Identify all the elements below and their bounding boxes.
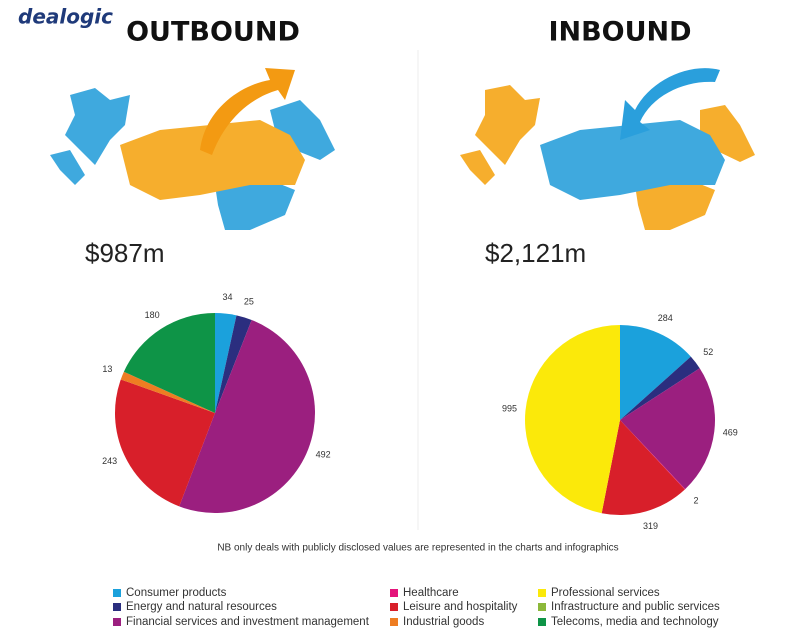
total: $2,121m xyxy=(485,238,586,268)
legend-label: Telecoms, media and technology xyxy=(551,616,719,628)
data-label: 180 xyxy=(145,310,160,320)
chart-title: OUTBOUND xyxy=(126,17,300,48)
legend-swatch xyxy=(390,603,398,611)
data-label: 492 xyxy=(316,449,331,459)
total: $987m xyxy=(85,238,165,268)
legend-label: Leisure and hospitality xyxy=(403,601,518,613)
pie-slice xyxy=(524,325,620,514)
pie-slice xyxy=(115,379,215,507)
data-label: 469 xyxy=(723,428,738,438)
legend-swatch xyxy=(113,618,121,626)
data-label: 319 xyxy=(643,521,658,531)
map xyxy=(460,68,755,230)
note: NB only deals with publicly disclosed va… xyxy=(217,543,618,554)
legend-label: Financial services and investment manage… xyxy=(126,616,370,628)
legend-label: Professional services xyxy=(551,587,660,599)
pie-slice xyxy=(620,368,715,490)
data-label: 2 xyxy=(693,495,698,505)
pie-slice xyxy=(620,356,700,420)
legend-label: Industrial goods xyxy=(403,616,484,628)
legend-swatch xyxy=(538,589,546,597)
pie-slice xyxy=(620,420,686,490)
legend-label: Healthcare xyxy=(403,587,459,599)
pie-slice xyxy=(215,315,252,413)
pie-slice xyxy=(601,420,685,515)
legend-label: Consumer products xyxy=(126,587,227,599)
pie-slice xyxy=(179,319,315,513)
data-label: 52 xyxy=(703,347,713,357)
data-label: 34 xyxy=(223,292,233,302)
legend-label: Energy and natural resources xyxy=(126,601,277,613)
pie-slice xyxy=(620,325,691,420)
legend-swatch xyxy=(113,603,121,611)
pie-slice xyxy=(120,371,215,413)
pie-slice xyxy=(123,313,215,413)
data-label: 13 xyxy=(102,364,112,374)
data-label: 284 xyxy=(658,313,673,323)
legend-swatch xyxy=(113,589,121,597)
legend-swatch xyxy=(538,618,546,626)
data-label: 243 xyxy=(102,456,117,466)
legend-swatch xyxy=(390,618,398,626)
map xyxy=(50,68,335,230)
data-label: 25 xyxy=(244,296,254,306)
pie-slice xyxy=(215,313,237,413)
legend: Consumer products Energy and natural reso… xyxy=(113,587,720,628)
legend-label: Infrastructure and public services xyxy=(551,601,720,613)
legend-swatch xyxy=(538,603,546,611)
chart-title: INBOUND xyxy=(548,17,691,48)
legend-swatch xyxy=(390,589,398,597)
brand: dealogic xyxy=(18,5,113,29)
data-label: 995 xyxy=(502,404,517,414)
